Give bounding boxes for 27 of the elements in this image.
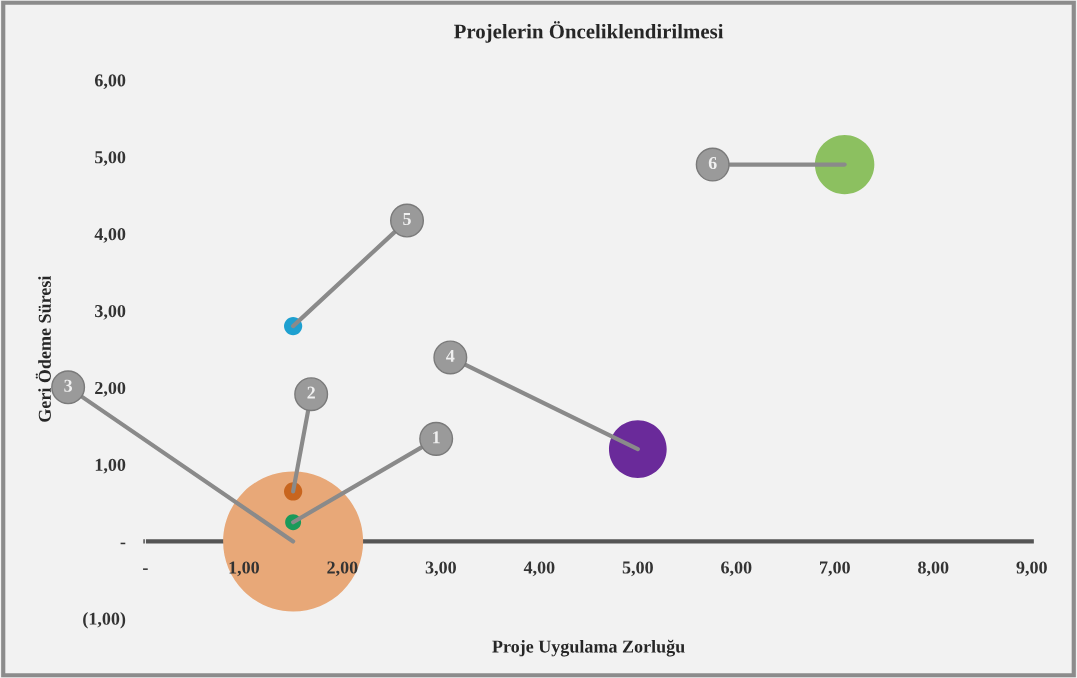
text: 3 <box>64 379 73 392</box>
x-tick-label: - <box>143 568 148 570</box>
text: 6 <box>708 156 717 170</box>
y-tick-label: 3,00 <box>95 304 126 320</box>
x-tick-label: 2,00 <box>327 561 358 577</box>
text: 5 <box>403 213 411 226</box>
x-tick-label: 8,00 <box>918 561 949 577</box>
x-tick-label: 3,00 <box>425 561 456 577</box>
text: 1 <box>433 431 440 444</box>
y-tick-label: 2,00 <box>95 381 126 397</box>
x-axis-title: Proje Uygulama Zorluğu <box>492 639 685 657</box>
x-tick-label: 1,00 <box>229 561 259 577</box>
y-tick-label: 6,00 <box>94 74 126 90</box>
y-tick-label: 1,00 <box>95 458 126 474</box>
x-tick-label: 4,00 <box>523 561 555 577</box>
text: 4 <box>446 349 455 362</box>
x-tick-label: 7,00 <box>820 561 850 577</box>
chart-title: Projelerin Önceliklendirilmesi <box>454 21 724 43</box>
x-tick-label: 9,00 <box>1016 561 1047 577</box>
y-axis-title: Geri Ödeme Süresi <box>35 275 51 422</box>
y-tick-label: 5,00 <box>95 151 126 166</box>
y-tick-label: (1,00) <box>83 612 126 629</box>
y-tick-label: 4,00 <box>94 228 126 243</box>
y-tick-label: - <box>120 542 126 545</box>
x-tick-label: 6,00 <box>721 561 752 577</box>
text: 2 <box>307 386 315 399</box>
x-tick-label: 5,00 <box>622 561 653 577</box>
